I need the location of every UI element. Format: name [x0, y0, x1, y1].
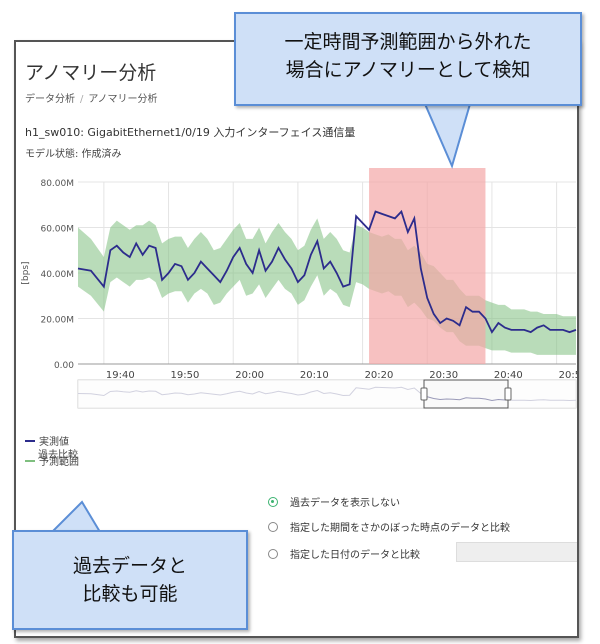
overview-mask-right	[508, 380, 576, 408]
y-tick-label: 0.00	[54, 361, 74, 371]
overview-mask-left	[78, 380, 424, 408]
x-tick-label: 19:40	[106, 370, 135, 381]
comparison-label: 過去比較	[38, 450, 78, 461]
legend-swatch-actual	[25, 439, 35, 442]
page-title: アノマリー分析	[25, 62, 157, 84]
legend-swatch-predicted	[25, 459, 35, 462]
radio-label: 指定した期間をさかのぼった時点のデータと比較	[290, 523, 510, 534]
legend-item-actual[interactable]: 実測値	[25, 433, 69, 448]
callout-anomaly-detection: 一定時間予測範囲から外れた 場合にアノマリーとして検知	[234, 12, 582, 106]
actual-series-line	[77, 209, 577, 334]
legend-label-predicted: 予測範囲	[39, 457, 79, 468]
callout-past-comparison: 過去データと 比較も可能	[12, 530, 248, 630]
radio-no-past-data[interactable]: 過去データを表示しない	[268, 494, 400, 509]
radio-compare-offset[interactable]: 指定した期間をさかのぼった時点のデータと比較	[268, 519, 510, 534]
x-tick-label: 19:50	[171, 370, 200, 381]
radio-indicator	[268, 548, 278, 559]
model-state: モデル状態: 作成済み	[25, 149, 122, 160]
radio-indicator	[268, 496, 278, 507]
x-tick-label: 20:30	[429, 370, 458, 381]
y-tick-label: 40.00M	[40, 270, 74, 280]
breadcrumb-item-data-analysis[interactable]: データ分析	[25, 94, 75, 105]
callout-top-line2: 場合にアノマリーとして検知	[285, 59, 531, 81]
radio-compare-date[interactable]: 指定した日付のデータと比較	[268, 546, 420, 561]
traffic-chart[interactable]: 19:40 19:50 20:00 20:10 20:20 20:30 20:40 20:5 0…	[16, 42, 579, 462]
breadcrumb-separator: /	[80, 94, 84, 105]
legend-item-predicted[interactable]: 予測範囲	[25, 453, 79, 468]
radio-label: 過去データを表示しない	[290, 498, 400, 509]
callout-top-pointer	[423, 103, 472, 169]
radio-label: 指定した日付のデータと比較	[290, 550, 420, 561]
breadcrumb-item-anomaly: アノマリー分析	[88, 94, 158, 105]
brush-handle-left[interactable]	[420, 387, 428, 401]
metric-name: h1_sw010: GigabitEthernet1/0/19 入力インターフェ…	[25, 126, 356, 139]
y-axis-label: [bps]	[21, 261, 31, 284]
x-tick-label: 20:10	[300, 370, 329, 381]
y-tick-label: 80.00M	[40, 179, 74, 189]
callout-bottom-line2: 比較も可能	[82, 583, 178, 605]
callout-bottom-line1: 過去データと	[72, 555, 187, 577]
x-tick-label: 20:40	[494, 370, 523, 381]
x-tick-label: 20:20	[365, 370, 394, 381]
date-input[interactable]	[456, 542, 577, 562]
x-tick-label: 20:50	[559, 370, 579, 381]
anomaly-highlight	[369, 168, 486, 364]
callout-bottom-pointer	[49, 500, 102, 533]
breadcrumb: データ分析 / アノマリー分析	[25, 90, 157, 105]
legend-label-actual: 実測値	[39, 437, 69, 448]
y-tick-label: 60.00M	[40, 225, 74, 235]
brush-handle-right[interactable]	[504, 387, 512, 401]
x-tick-label: 20:00	[235, 370, 264, 381]
radio-indicator	[268, 521, 278, 532]
y-tick-label: 20.00M	[40, 316, 74, 326]
callout-top-line1: 一定時間予測範囲から外れた	[284, 31, 532, 53]
